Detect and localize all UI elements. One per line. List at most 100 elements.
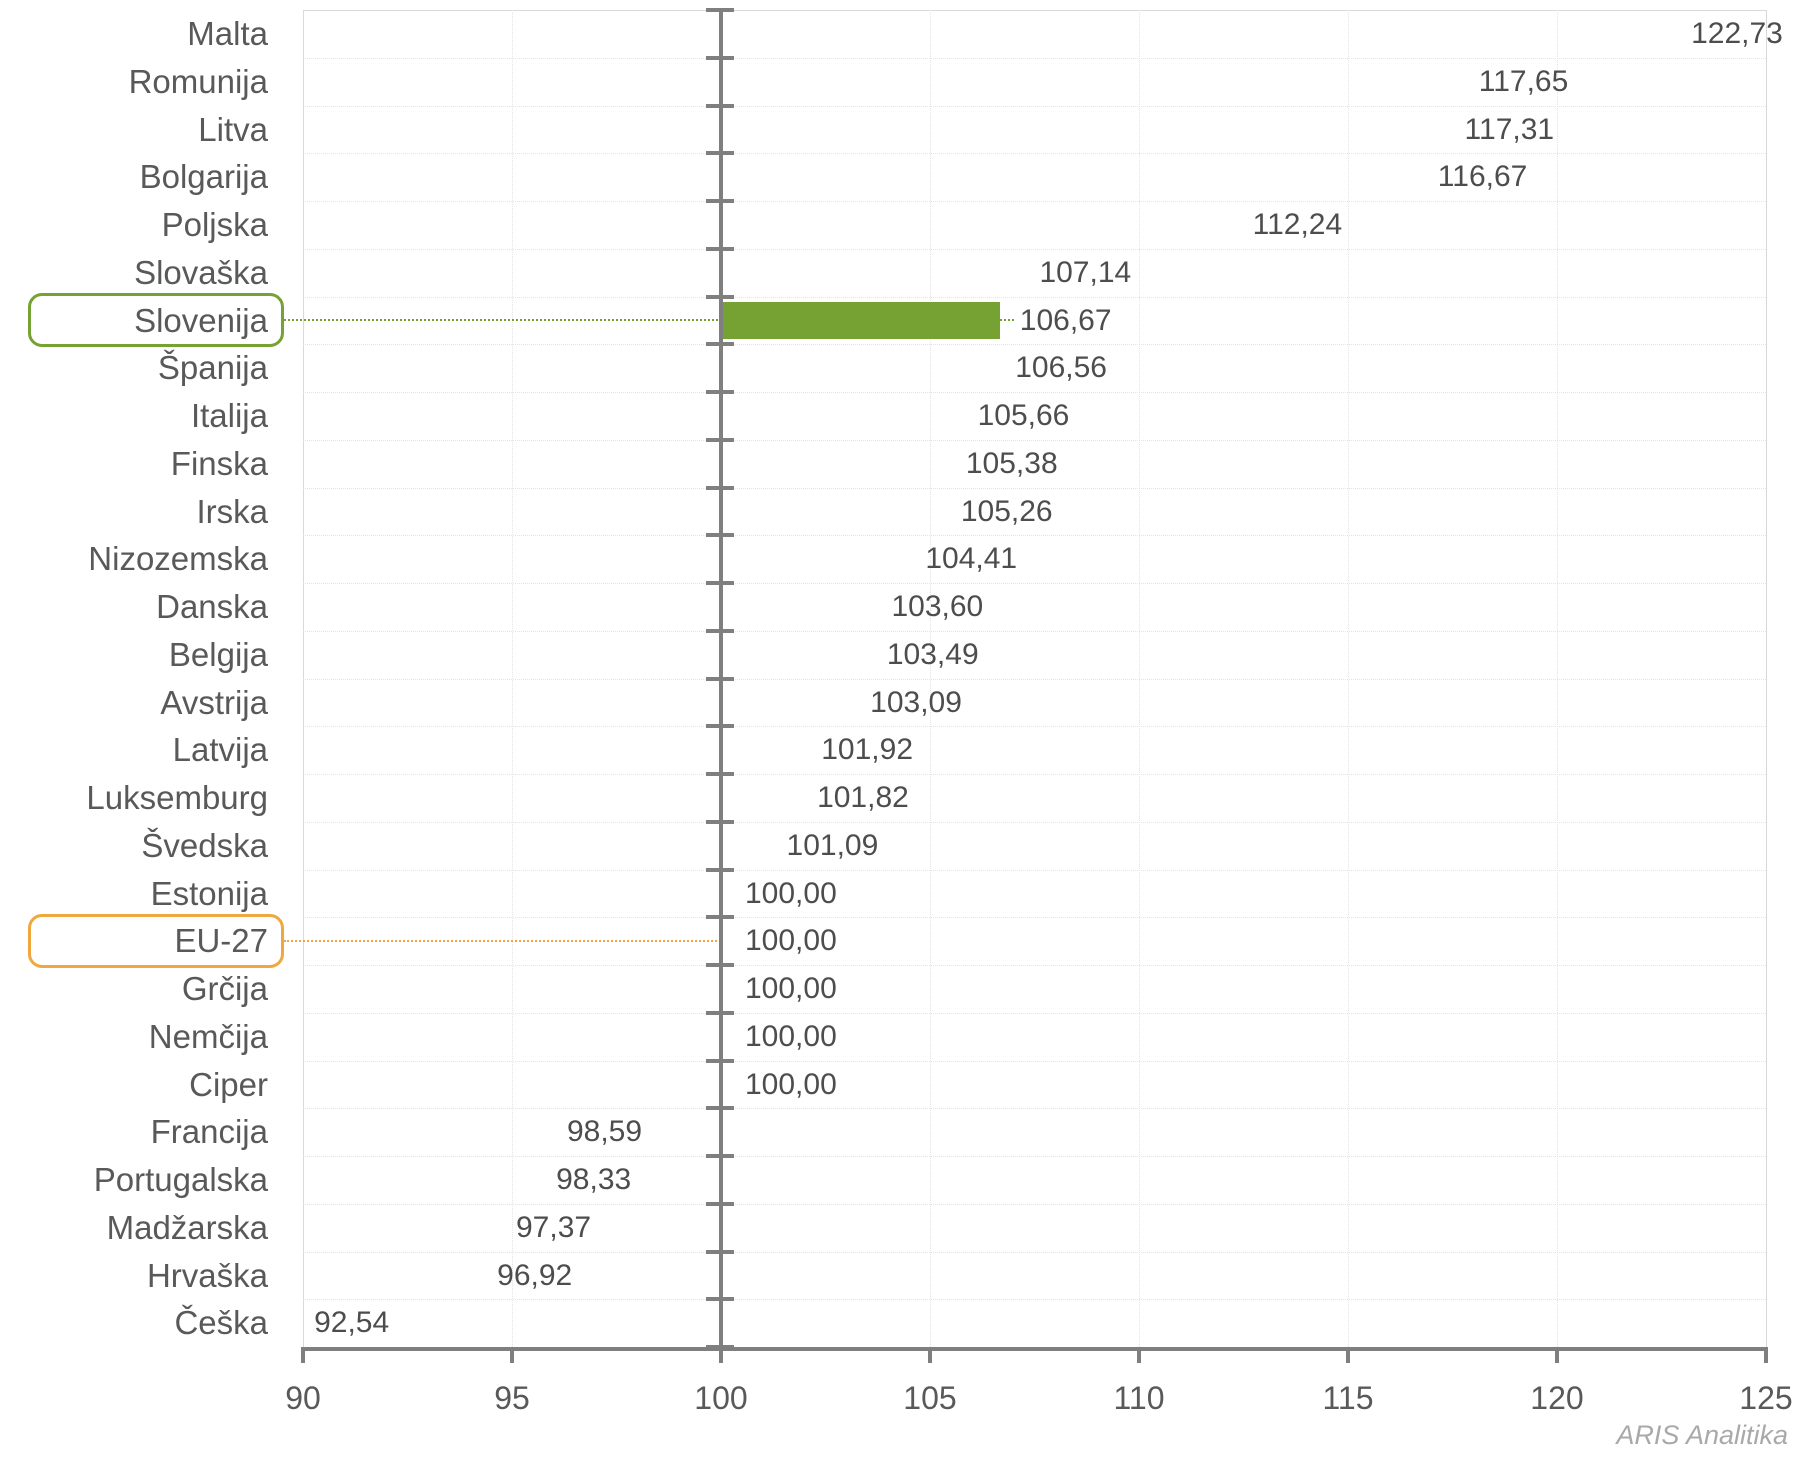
h-gridline-1: [303, 57, 1766, 59]
baseline-row-tick-22: [706, 1058, 734, 1063]
h-gridline-15: [303, 726, 1766, 728]
category-label-poljska: Poljska: [161, 206, 268, 243]
baseline-row-tick-14: [706, 676, 734, 681]
callout-connector-eu-27: [284, 940, 721, 943]
x-axis-tick-100: [719, 1351, 723, 1363]
category-label-ceska: Češka: [174, 1304, 268, 1342]
category-label-malta: Malta: [187, 15, 268, 52]
x-axis-label-100: 100: [694, 1380, 748, 1416]
x-axis-line: [301, 1347, 1768, 1351]
x-axis-label-105: 105: [903, 1380, 957, 1416]
value-label-ciper: 100,00: [745, 1067, 837, 1101]
value-label-litva: 117,31: [1464, 112, 1555, 146]
watermark: ARIS Analitika: [1616, 1420, 1788, 1450]
baseline-row-tick-3: [706, 151, 734, 156]
category-label-irska: Irska: [196, 492, 268, 530]
h-gridline-4: [303, 201, 1766, 202]
h-gridline-27: [303, 1299, 1766, 1301]
baseline-row-tick-4: [706, 199, 734, 203]
x-axis-label-110: 110: [1113, 1380, 1165, 1416]
h-gridline-10: [303, 487, 1766, 489]
h-gridline-23: [303, 1108, 1766, 1110]
h-gridline-9: [303, 439, 1766, 441]
category-label-portugalska: Portugalska: [93, 1161, 268, 1198]
baseline-row-tick-25: [706, 1201, 734, 1206]
x-axis-label-95: 95: [494, 1380, 530, 1416]
x-axis-label-90: 90: [285, 1380, 321, 1416]
category-label-slovaska: Slovaška: [134, 253, 268, 291]
baseline-row-tick-17: [706, 819, 734, 824]
value-label-poljska: 112,24: [1252, 208, 1343, 241]
value-label-spanija: 106,56: [1015, 351, 1107, 385]
h-gridline-8: [303, 392, 1766, 393]
value-label-nemcija: 100,00: [745, 1019, 837, 1053]
x-axis-tick-95: [510, 1351, 514, 1363]
value-label-nizozemska: 104,41: [925, 542, 1018, 576]
h-gridline-25: [303, 1203, 1766, 1205]
baseline-row-tick-16: [706, 772, 734, 776]
baseline-row-tick-9: [706, 437, 734, 442]
value-label-italija: 105,66: [977, 399, 1070, 432]
baseline-row-tick-2: [706, 103, 734, 108]
h-gridline-17: [303, 821, 1766, 823]
value-label-hrvaska: 96,92: [497, 1258, 573, 1292]
h-gridline-3: [303, 153, 1766, 155]
category-label-finska: Finska: [170, 444, 268, 482]
value-label-grcija: 100,00: [745, 972, 837, 1005]
value-label-madzarska: 97,37: [515, 1210, 592, 1244]
h-gridline-21: [303, 1012, 1766, 1014]
baseline-row-tick-21: [706, 1010, 734, 1015]
category-label-svedska: Švedska: [141, 826, 268, 864]
baseline-row-tick-15: [706, 724, 734, 729]
category-label-danska: Danska: [156, 588, 268, 625]
baseline-row-tick-18: [706, 867, 734, 872]
category-label-slovenija: Slovenija: [134, 301, 268, 339]
h-gridline-18: [303, 869, 1766, 871]
category-label-luksemburg: Luksemburg: [86, 779, 268, 816]
plot-border-right: [1766, 10, 1767, 1347]
x-axis-label-115: 115: [1322, 1380, 1374, 1416]
baseline-row-tick-1: [706, 55, 734, 60]
value-label-luksemburg: 101,82: [817, 781, 909, 814]
h-gridline-11: [303, 535, 1766, 537]
h-gridline-16: [303, 774, 1766, 775]
value-label-belgija: 103,49: [886, 637, 979, 671]
value-label-portugalska: 98,33: [556, 1163, 632, 1196]
value-label-latvija: 101,92: [821, 733, 914, 767]
baseline-row-tick-10: [706, 485, 734, 490]
h-gridline-12: [303, 583, 1766, 584]
baseline-row-tick-27: [706, 1297, 734, 1302]
category-label-nemcija: Nemčija: [148, 1017, 268, 1055]
value-label-estonija: 100,00: [745, 876, 837, 910]
x-axis-label-125: 125: [1739, 1380, 1793, 1416]
h-gridline-14: [303, 678, 1766, 680]
baseline-row-tick-24: [706, 1154, 734, 1158]
category-label-italija: Italija: [190, 397, 268, 434]
baseline-row-tick-26: [706, 1249, 734, 1254]
value-label-svedska: 101,09: [786, 828, 879, 862]
x-axis-tick-115: [1346, 1351, 1350, 1363]
h-gridline-24: [303, 1156, 1766, 1157]
h-gridline-22: [303, 1060, 1766, 1062]
value-label-irska: 105,26: [960, 494, 1053, 528]
value-label-finska: 105,38: [965, 446, 1058, 480]
baseline-row-tick-11: [706, 533, 734, 538]
baseline-row-tick-7: [706, 342, 734, 347]
value-label-danska: 103,60: [891, 590, 984, 623]
value-label-ceska: 92,54: [314, 1306, 390, 1340]
h-gridline-7: [303, 344, 1766, 346]
category-label-spanija: Španija: [157, 349, 268, 387]
baseline-row-tick-20: [706, 963, 734, 967]
category-label-belgija: Belgija: [168, 635, 268, 673]
value-label-malta: 122,73: [1691, 17, 1783, 50]
category-label-romunija: Romunija: [128, 62, 268, 100]
value-label-bolgarija: 116,67: [1437, 160, 1528, 194]
baseline-row-tick-19: [706, 915, 734, 920]
baseline-row-tick-8: [706, 390, 734, 394]
x-axis-label-120: 120: [1530, 1380, 1584, 1416]
plot-border-top: [303, 10, 1766, 11]
